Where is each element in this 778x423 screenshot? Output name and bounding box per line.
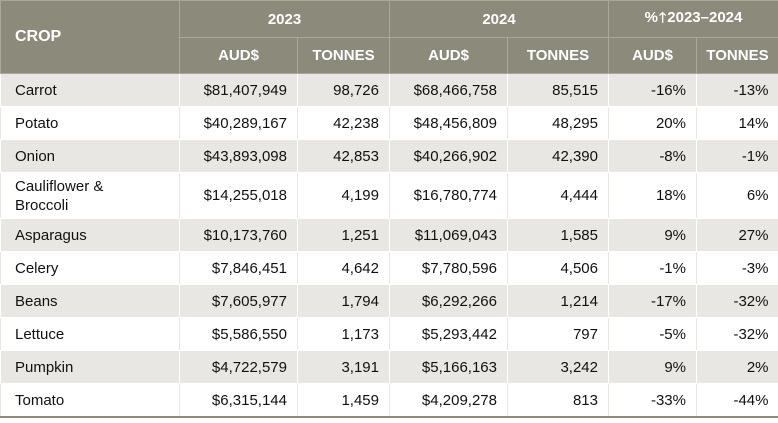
tonnes-change-cell: -32% bbox=[696, 284, 778, 318]
tonnes-2023-cell: 98,726 bbox=[297, 73, 390, 107]
aud-change-cell: 9% bbox=[608, 350, 697, 384]
aud-2024-cell: $40,266,902 bbox=[389, 139, 508, 173]
tonnes-change-cell: -1% bbox=[696, 139, 778, 173]
aud-2023-cell: $7,605,977 bbox=[179, 284, 298, 318]
crop-name: Cauliflower & Broccoli bbox=[0, 172, 180, 219]
crop-name-line2: Broccoli bbox=[15, 196, 69, 214]
tonnes-change-cell: -44% bbox=[696, 383, 778, 418]
aud-change-cell: -17% bbox=[608, 284, 697, 318]
tonnes-2023-cell: 1,173 bbox=[297, 317, 390, 351]
aud-change-cell: 9% bbox=[608, 218, 697, 252]
tonnes-2024-cell: 48,295 bbox=[507, 106, 609, 140]
aud-2024-cell: $6,292,266 bbox=[389, 284, 508, 318]
aud-2024-cell: $68,466,758 bbox=[389, 73, 508, 107]
table-row: Lettuce $5,586,550 1,173 $5,293,442 797 … bbox=[0, 317, 778, 351]
aud-2024-cell: $5,166,163 bbox=[389, 350, 508, 384]
table-row: Carrot $81,407,949 98,726 $68,466,758 85… bbox=[0, 73, 778, 107]
crop-name: Potato bbox=[0, 106, 180, 140]
tonnes-2024-cell: 4,506 bbox=[507, 251, 609, 285]
tonnes-2024-cell: 1,214 bbox=[507, 284, 609, 318]
aud-change-cell: -33% bbox=[608, 383, 697, 418]
aud-2024-cell: $5,293,442 bbox=[389, 317, 508, 351]
crop-name-line1: Cauliflower & bbox=[15, 177, 104, 195]
aud-change-cell: -16% bbox=[608, 73, 697, 107]
table-body: Carrot $81,407,949 98,726 $68,466,758 85… bbox=[0, 73, 778, 418]
tonnes-change-header: TONNES bbox=[696, 37, 778, 74]
crop-name: Beans bbox=[0, 284, 180, 318]
aud-2024-cell: $16,780,774 bbox=[389, 172, 508, 219]
tonnes-change-cell: 27% bbox=[696, 218, 778, 252]
crop-column-header: CROP bbox=[0, 0, 180, 74]
table-row: Onion $43,893,098 42,853 $40,266,902 42,… bbox=[0, 139, 778, 173]
change-header: %🡑2023–2024 bbox=[608, 0, 778, 38]
tonnes-2023-cell: 1,251 bbox=[297, 218, 390, 252]
aud-change-cell: -1% bbox=[608, 251, 697, 285]
table-row: Asparagus $10,173,760 1,251 $11,069,043 … bbox=[0, 218, 778, 252]
tonnes-change-cell: -32% bbox=[696, 317, 778, 351]
crop-name: Lettuce bbox=[0, 317, 180, 351]
aud-2023-cell: $4,722,579 bbox=[179, 350, 298, 384]
table-row: Beans $7,605,977 1,794 $6,292,266 1,214 … bbox=[0, 284, 778, 318]
tonnes-2023-header: TONNES bbox=[297, 37, 390, 74]
tonnes-2024-cell: 85,515 bbox=[507, 73, 609, 107]
year-2024-header: 2024 bbox=[389, 0, 609, 38]
tonnes-change-cell: -3% bbox=[696, 251, 778, 285]
table-row: Pumpkin $4,722,579 3,191 $5,166,163 3,24… bbox=[0, 350, 778, 384]
crop-name: Asparagus bbox=[0, 218, 180, 252]
table-row: Potato $40,289,167 42,238 $48,456,809 48… bbox=[0, 106, 778, 140]
tonnes-change-cell: 6% bbox=[696, 172, 778, 219]
aud-2023-cell: $40,289,167 bbox=[179, 106, 298, 140]
aud-change-cell: 18% bbox=[608, 172, 697, 219]
aud-change-cell: -5% bbox=[608, 317, 697, 351]
crop-name: Tomato bbox=[0, 383, 180, 418]
aud-2024-cell: $7,780,596 bbox=[389, 251, 508, 285]
year-2023-header: 2023 bbox=[179, 0, 390, 38]
table-row: Tomato $6,315,144 1,459 $4,209,278 813 -… bbox=[0, 383, 778, 418]
table-header: CROP 2023 2024 %🡑2023–2024 AUD$ TONNES A… bbox=[0, 0, 778, 74]
aud-2023-cell: $7,846,451 bbox=[179, 251, 298, 285]
tonnes-change-cell: 14% bbox=[696, 106, 778, 140]
change-prefix: % bbox=[644, 9, 658, 26]
aud-2024-cell: $11,069,043 bbox=[389, 218, 508, 252]
aud-2023-cell: $6,315,144 bbox=[179, 383, 298, 418]
tonnes-2023-cell: 4,642 bbox=[297, 251, 390, 285]
aud-2023-cell: $5,586,550 bbox=[179, 317, 298, 351]
aud-change-cell: -8% bbox=[608, 139, 697, 173]
aud-2023-cell: $81,407,949 bbox=[179, 73, 298, 107]
tonnes-2024-cell: 797 bbox=[507, 317, 609, 351]
tonnes-2023-cell: 1,459 bbox=[297, 383, 390, 418]
tonnes-change-cell: -13% bbox=[696, 73, 778, 107]
tonnes-2024-header: TONNES bbox=[507, 37, 609, 74]
tonnes-2024-cell: 42,390 bbox=[507, 139, 609, 173]
aud-change-cell: 20% bbox=[608, 106, 697, 140]
aud-2024-header: AUD$ bbox=[389, 37, 508, 74]
crop-name: Celery bbox=[0, 251, 180, 285]
change-suffix: 2023–2024 bbox=[667, 9, 743, 26]
aud-2024-cell: $48,456,809 bbox=[389, 106, 508, 140]
tonnes-2023-cell: 3,191 bbox=[297, 350, 390, 384]
crop-name: Pumpkin bbox=[0, 350, 180, 384]
aud-change-header: AUD$ bbox=[608, 37, 697, 74]
tonnes-2023-cell: 42,238 bbox=[297, 106, 390, 140]
table-row: Cauliflower & Broccoli $14,255,018 4,199 … bbox=[0, 172, 778, 219]
tonnes-2023-cell: 4,199 bbox=[297, 172, 390, 219]
tonnes-2024-cell: 1,585 bbox=[507, 218, 609, 252]
aud-2024-cell: $4,209,278 bbox=[389, 383, 508, 418]
tonnes-change-cell: 2% bbox=[696, 350, 778, 384]
tonnes-2023-cell: 42,853 bbox=[297, 139, 390, 173]
crop-name: Carrot bbox=[0, 73, 180, 107]
aud-2023-cell: $14,255,018 bbox=[179, 172, 298, 219]
aud-2023-cell: $10,173,760 bbox=[179, 218, 298, 252]
crop-name: Onion bbox=[0, 139, 180, 173]
arrow-up-icon: 🡑 bbox=[658, 9, 667, 25]
tonnes-2023-cell: 1,794 bbox=[297, 284, 390, 318]
aud-2023-cell: $43,893,098 bbox=[179, 139, 298, 173]
aud-2023-header: AUD$ bbox=[179, 37, 298, 74]
tonnes-2024-cell: 4,444 bbox=[507, 172, 609, 219]
tonnes-2024-cell: 3,242 bbox=[507, 350, 609, 384]
table-row: Celery $7,846,451 4,642 $7,780,596 4,506… bbox=[0, 251, 778, 285]
tonnes-2024-cell: 813 bbox=[507, 383, 609, 418]
